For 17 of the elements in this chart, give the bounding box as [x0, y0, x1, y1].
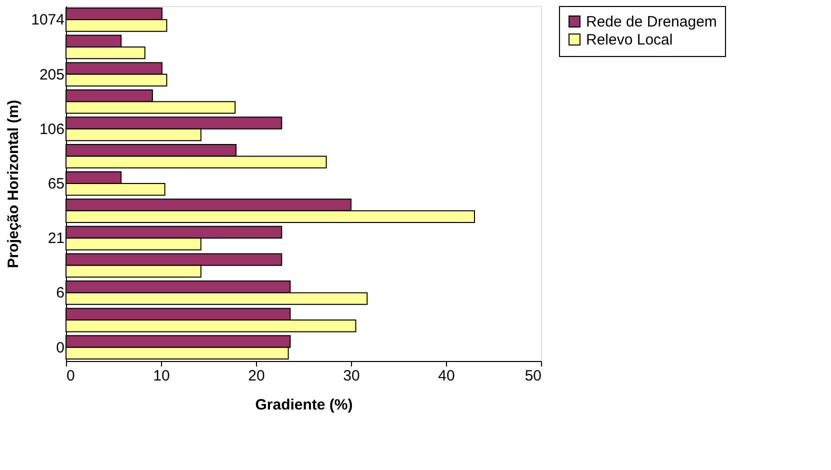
- y-tick-label: 0: [56, 339, 64, 356]
- legend-label: Rede de Drenagem: [586, 14, 717, 30]
- x-tick-label: 50: [524, 368, 542, 384]
- legend-label: Relevo Local: [586, 32, 673, 48]
- y-tick-label: 106: [39, 120, 64, 138]
- x-tick-label: 10: [153, 368, 170, 384]
- x-tick-label: 20: [248, 368, 265, 384]
- x-tick-label: 30: [343, 368, 360, 384]
- y-tick-label: 6: [56, 284, 64, 302]
- x-axis-title: Gradiente (%): [255, 396, 353, 414]
- y-tick-label: 21: [48, 230, 64, 248]
- x-tick-label: 40: [438, 368, 455, 384]
- x-tick-label: 0: [66, 368, 75, 384]
- y-tick-label: 205: [39, 66, 64, 84]
- y-tick-label: 1074: [31, 12, 64, 29]
- y-tick-label: 65: [48, 176, 64, 192]
- y-axis-title: Projeção Horizontal (m): [5, 100, 22, 268]
